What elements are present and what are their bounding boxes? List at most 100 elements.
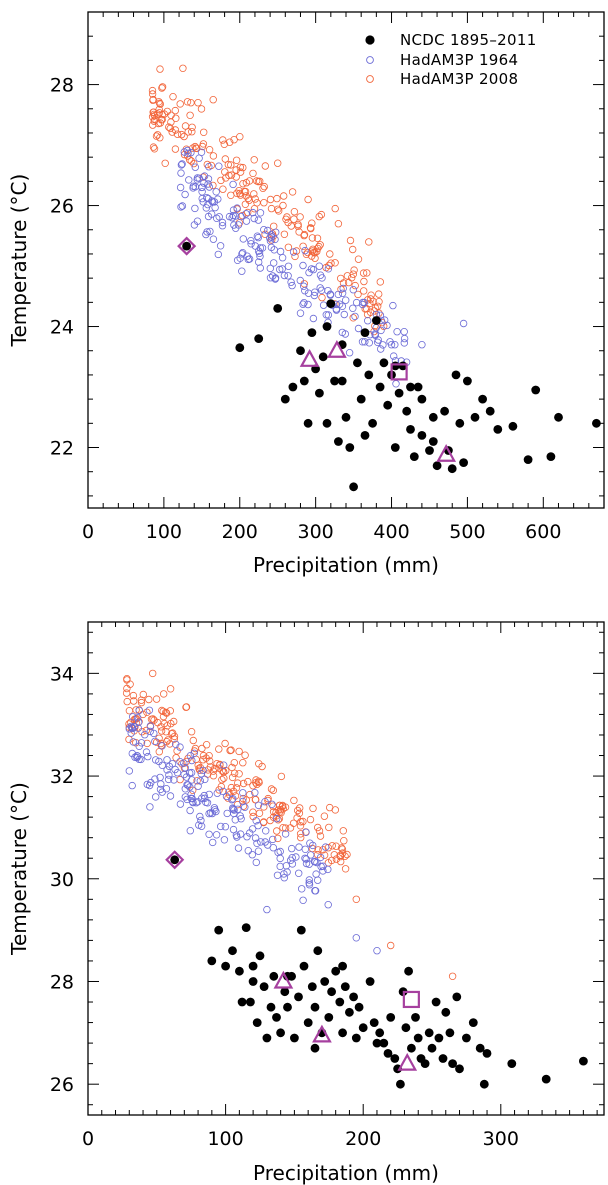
model-point (256, 177, 264, 185)
model-point (267, 785, 276, 793)
data-point (441, 1007, 451, 1017)
model-point (267, 233, 276, 241)
model-point (274, 834, 282, 843)
model-point (290, 796, 298, 805)
model-point (263, 905, 271, 914)
model-point (238, 267, 246, 275)
data-point (318, 352, 328, 362)
bottom-y-axis-title: Temperature (°C) (7, 782, 31, 956)
model-point (209, 772, 218, 780)
data-point (406, 425, 415, 434)
model-point (238, 250, 246, 258)
model-point (128, 713, 137, 721)
model-point (148, 669, 157, 678)
model-point (215, 213, 223, 221)
model-point (156, 119, 164, 127)
y-tick-label: 24 (50, 317, 74, 339)
model-point (350, 266, 358, 274)
model-point (306, 815, 315, 824)
model-point (254, 821, 262, 830)
model-point (392, 380, 400, 388)
model-point (221, 168, 229, 176)
data-point (324, 1013, 334, 1022)
model-point (260, 198, 268, 207)
model-point (309, 804, 317, 813)
model-point (266, 237, 275, 245)
model-point (277, 772, 286, 781)
data-point (280, 394, 290, 404)
data-point (475, 1043, 485, 1053)
model-point (337, 274, 345, 283)
x-tick-label: 0 (82, 1128, 94, 1150)
model-point (276, 854, 284, 863)
model-point (181, 122, 190, 130)
model-point (273, 814, 281, 823)
model-point (169, 92, 177, 101)
data-point (425, 446, 434, 455)
model-point (244, 777, 252, 786)
model-point (280, 192, 288, 200)
model-point (349, 304, 357, 312)
model-point (267, 204, 276, 213)
model-point (459, 319, 468, 328)
highlight-triangle (397, 1052, 418, 1071)
top-plot-marks (148, 64, 601, 492)
model-point (135, 755, 143, 763)
model-point (337, 857, 345, 866)
model-point (272, 228, 280, 236)
data-point (248, 961, 258, 971)
model-point (256, 264, 264, 272)
model-point (320, 851, 329, 859)
model-point (377, 345, 385, 353)
model-point (232, 156, 241, 164)
model-point (296, 830, 305, 838)
model-point (194, 98, 202, 107)
model-point (135, 706, 143, 715)
model-point (352, 934, 360, 942)
model-point (188, 123, 196, 131)
model-point (173, 769, 182, 777)
model-point (249, 208, 257, 217)
model-point (184, 149, 192, 157)
model-point (203, 193, 211, 202)
model-point (374, 336, 382, 344)
model-point (354, 255, 363, 263)
data-point (459, 458, 468, 467)
x-tick-label: 0 (82, 521, 94, 543)
data-point (407, 1043, 416, 1053)
model-point (205, 162, 213, 171)
model-point (309, 314, 318, 323)
model-point (393, 328, 401, 336)
model-point (183, 795, 191, 804)
data-point (445, 1028, 455, 1038)
model-point (294, 806, 302, 815)
model-point (325, 261, 333, 270)
model-point (302, 855, 310, 863)
data-point (299, 961, 309, 971)
model-point (235, 770, 243, 778)
model-point (130, 722, 139, 731)
data-point (428, 437, 438, 446)
data-point (417, 431, 427, 440)
model-point (250, 156, 258, 164)
data-point (364, 370, 374, 380)
model-point (249, 169, 257, 178)
model-point (360, 287, 368, 295)
model-point (149, 95, 157, 104)
model-point (145, 706, 154, 714)
data-point (479, 1079, 489, 1089)
model-point (373, 947, 381, 955)
data-point (207, 956, 217, 966)
model-point (299, 261, 307, 270)
model-point (316, 284, 324, 292)
x-tick-label: 200 (222, 521, 258, 543)
model-point (253, 232, 262, 240)
legend-entry-hadam3p-2008: HadAM3P 2008 (366, 70, 518, 88)
model-point (297, 833, 305, 842)
model-point (312, 870, 320, 878)
model-point (133, 752, 141, 760)
model-point (242, 192, 250, 200)
model-point (186, 827, 194, 835)
model-point (316, 832, 325, 840)
highlight-square (390, 363, 408, 381)
